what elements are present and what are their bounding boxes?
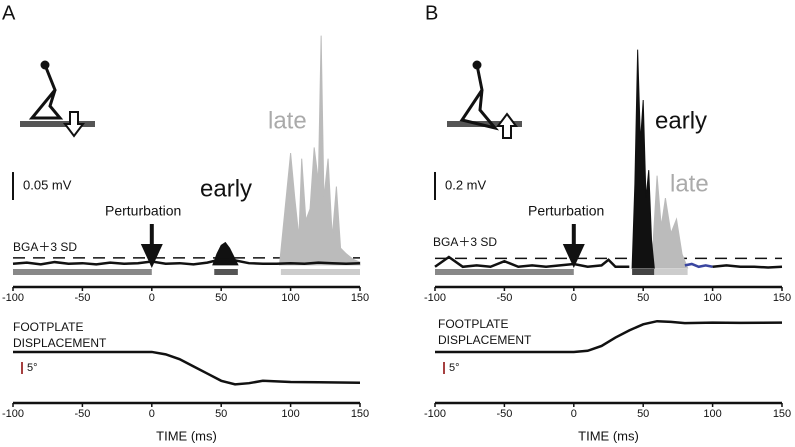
x-tick-label: 50 — [637, 292, 649, 304]
analysis-window — [13, 269, 152, 275]
panel-label: B — [425, 2, 438, 24]
x-tick-label: -100 — [424, 408, 446, 420]
scale-label: 0.05 mV — [23, 177, 72, 192]
x-tick-label: 0 — [571, 292, 577, 304]
x-tick-label: 100 — [281, 292, 299, 304]
x-tick-label: -50 — [74, 292, 90, 304]
analysis-window — [435, 269, 574, 275]
leg-icon — [447, 60, 522, 139]
burst-label: late — [268, 107, 307, 134]
analysis-window — [654, 269, 688, 275]
scale-label: 5° — [449, 362, 460, 374]
x-tick-label: 150 — [351, 292, 369, 304]
x-tick-label: 50 — [637, 408, 649, 420]
x-tick-label: 0 — [149, 408, 155, 420]
x-tick-label: -100 — [424, 292, 446, 304]
scale-label: 5° — [27, 362, 38, 374]
x-tick-label: 50 — [215, 408, 227, 420]
x-tick-label: -50 — [74, 408, 90, 420]
annotation: DISPLACEMENT — [438, 333, 532, 347]
analysis-window — [280, 269, 360, 275]
scale-label: 0.2 mV — [445, 177, 487, 192]
panel-label: A — [2, 2, 16, 24]
footplate-trace — [435, 319, 783, 354]
annotation: DISPLACEMENT — [13, 336, 107, 350]
x-tick-label: 0 — [571, 408, 577, 420]
emg-trace — [12, 258, 361, 266]
emg-burst — [650, 175, 689, 269]
burst-label: early — [655, 107, 707, 134]
leg-icon — [20, 60, 95, 138]
x-tick-label: -100 — [2, 292, 24, 304]
burst-label: late — [670, 170, 709, 197]
x-tick-label: 150 — [773, 292, 791, 304]
x-tick-label: 100 — [281, 408, 299, 420]
burst-label: early — [200, 175, 252, 202]
annotation: FOOTPLATE — [13, 320, 83, 334]
x-tick-label: 50 — [215, 292, 227, 304]
x-tick-label: 150 — [773, 408, 791, 420]
x-axis-label: TIME (ms) — [578, 428, 639, 443]
x-tick-label: 150 — [351, 408, 369, 420]
x-tick-label: 0 — [149, 292, 155, 304]
x-tick-label: -100 — [2, 408, 24, 420]
emg-burst — [631, 49, 655, 269]
emg-burst — [278, 35, 361, 266]
annotation: Perturbation — [528, 203, 604, 219]
footplate-trace — [13, 350, 361, 386]
analysis-window — [632, 269, 655, 275]
emg-trace — [434, 255, 630, 269]
annotation: Perturbation — [105, 203, 181, 219]
x-tick-label: -50 — [496, 408, 512, 420]
x-tick-label: 100 — [703, 408, 721, 420]
emg-trace — [684, 262, 713, 269]
analysis-window — [214, 269, 238, 275]
x-tick-label: 100 — [703, 292, 721, 304]
annotation: FOOTPLATE — [438, 317, 508, 331]
x-tick-label: -50 — [496, 292, 512, 304]
emg-trace — [712, 264, 783, 269]
annotation: BGA＋3 SD — [13, 240, 77, 254]
x-axis-label: TIME (ms) — [156, 428, 217, 443]
annotation: BGA＋3 SD — [433, 235, 497, 249]
arrow-head — [562, 244, 585, 268]
arrow-head — [140, 244, 163, 268]
